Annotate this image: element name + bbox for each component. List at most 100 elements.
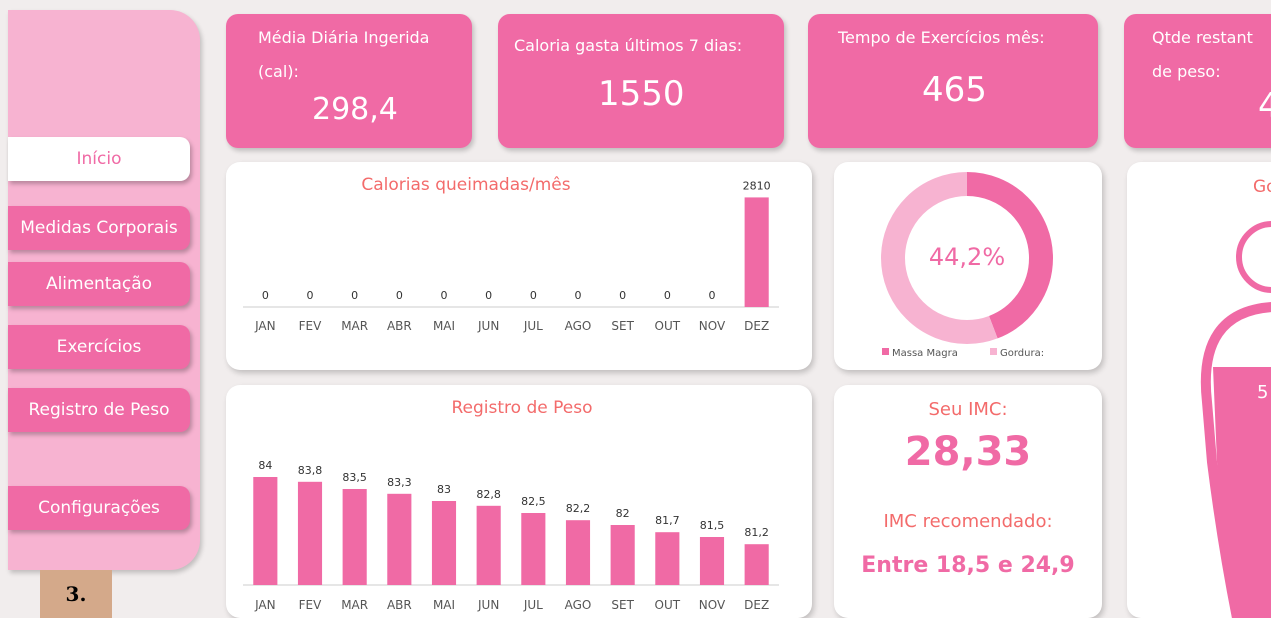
bar xyxy=(253,477,277,585)
kpi-card: Caloria gasta últimos 7 dias: 1550 xyxy=(498,14,784,148)
x-tick-label: ABR xyxy=(387,319,412,333)
legend-label: Gordura: xyxy=(1000,348,1044,359)
panel-title: Gord xyxy=(1253,177,1271,197)
bar xyxy=(745,197,769,307)
x-tick-label: DEZ xyxy=(744,319,769,333)
x-tick-label: DEZ xyxy=(744,598,769,612)
imc-recommended: Entre 18,5 e 24,9 xyxy=(834,553,1102,578)
imc-title: Seu IMC: xyxy=(834,399,1102,420)
x-tick-label: NOV xyxy=(699,319,726,333)
chart-title: Calorias queimadas/mês xyxy=(361,175,570,195)
x-tick-label: ABR xyxy=(387,598,412,612)
bar xyxy=(700,537,724,585)
x-tick-label: JUL xyxy=(523,319,543,333)
gordura-value: 5 xyxy=(1257,382,1268,403)
value-label: 0 xyxy=(664,289,671,302)
nav-button[interactable]: Início xyxy=(8,137,190,181)
x-tick-label: JAN xyxy=(254,319,276,333)
value-label: 83,3 xyxy=(387,476,412,489)
composicao-chart: 44,2% Massa Magra Gordura: xyxy=(834,162,1102,370)
peso-chart: Registro de Peso 84 JAN 83,8 FEV 83,5 MAR 83,3… xyxy=(226,385,812,618)
bar xyxy=(387,494,411,585)
kpi-label: Qtde restant xyxy=(1152,28,1253,47)
kpi-label: Caloria gasta últimos 7 dias: xyxy=(514,36,742,55)
value-label: 82,5 xyxy=(521,495,546,508)
value-label: 0 xyxy=(307,289,314,302)
bar xyxy=(298,482,322,585)
center-label: 44,2% xyxy=(929,243,1005,271)
legend-swatch xyxy=(990,348,997,355)
value-label: 82 xyxy=(616,507,630,520)
kpi-card: Média Diária Ingerida (cal): 298,4 xyxy=(226,14,472,148)
silhouette-fill xyxy=(1213,367,1271,618)
x-tick-label: JUN xyxy=(477,598,499,612)
kpi-value: 465 xyxy=(922,70,987,110)
x-tick-label: MAI xyxy=(433,598,455,612)
x-tick-label: JAN xyxy=(254,598,276,612)
nav-button[interactable]: Configurações xyxy=(8,486,190,530)
nav-button[interactable]: Exercícios xyxy=(8,325,190,369)
legend-swatch xyxy=(882,348,889,355)
value-label: 81,5 xyxy=(700,519,725,532)
kpi-value: 1550 xyxy=(598,74,685,114)
kpi-value: 298,4 xyxy=(312,92,398,127)
nav-button[interactable]: Registro de Peso xyxy=(8,388,190,432)
x-tick-label: AGO xyxy=(565,319,592,333)
legend-label: Massa Magra xyxy=(892,348,958,359)
value-label: 82,2 xyxy=(566,502,591,515)
kpi-label: de peso: xyxy=(1152,62,1221,81)
value-label: 0 xyxy=(485,289,492,302)
kpi-card: Tempo de Exercícios mês: 465 xyxy=(808,14,1098,148)
kpi-label: (cal): xyxy=(258,62,299,81)
value-label: 83,8 xyxy=(298,464,323,477)
bar xyxy=(432,501,456,585)
value-label: 0 xyxy=(709,289,716,302)
value-label: 83,5 xyxy=(342,471,367,484)
dashboard: Início Medidas Corporais Alimentação Exe… xyxy=(0,0,1271,618)
x-tick-label: OUT xyxy=(655,319,681,333)
value-label: 0 xyxy=(530,289,537,302)
kpi-label: Tempo de Exercícios mês: xyxy=(838,28,1045,47)
x-tick-label: MAI xyxy=(433,319,455,333)
x-tick-label: SET xyxy=(611,598,634,612)
x-tick-label: SET xyxy=(611,319,634,333)
x-tick-label: MAR xyxy=(341,319,368,333)
nav-button[interactable]: Alimentação xyxy=(8,262,190,306)
chart-title: Registro de Peso xyxy=(452,398,593,418)
value-label: 0 xyxy=(351,289,358,302)
value-label: 0 xyxy=(396,289,403,302)
gordura-panel: Gord 5 xyxy=(1127,162,1271,618)
value-label: 0 xyxy=(575,289,582,302)
imc-recommended-label: IMC recomendado: xyxy=(834,511,1102,532)
calorias-chart: Calorias queimadas/mês 0 JAN 0 FEV 0 MAR 0 ABR 0… xyxy=(226,162,812,370)
bar xyxy=(611,525,635,585)
value-label: 83 xyxy=(437,483,451,496)
x-tick-label: JUN xyxy=(477,319,499,333)
bar xyxy=(477,506,501,585)
x-tick-label: FEV xyxy=(299,598,322,612)
badge: 3. xyxy=(40,570,112,618)
value-label: 0 xyxy=(262,289,269,302)
x-tick-label: NOV xyxy=(699,598,726,612)
x-tick-label: OUT xyxy=(655,598,681,612)
x-tick-label: FEV xyxy=(299,319,322,333)
value-label: 0 xyxy=(441,289,448,302)
value-label: 81,2 xyxy=(744,526,769,539)
bar xyxy=(566,520,590,585)
value-label: 0 xyxy=(619,289,626,302)
kpi-card: Qtde restant de peso: 4 xyxy=(1124,14,1271,148)
value-label: 82,8 xyxy=(476,488,501,501)
imc-value: 28,33 xyxy=(834,429,1102,475)
kpi-value: 4 xyxy=(1258,86,1271,126)
x-tick-label: MAR xyxy=(341,598,368,612)
bar xyxy=(745,544,769,585)
nav-button[interactable]: Medidas Corporais xyxy=(8,206,190,250)
bar xyxy=(655,532,679,585)
x-tick-label: JUL xyxy=(523,598,543,612)
silhouette-head xyxy=(1239,224,1271,290)
kpi-label: Média Diária Ingerida xyxy=(258,28,429,47)
x-tick-label: AGO xyxy=(565,598,592,612)
value-label: 84 xyxy=(258,459,272,472)
imc-panel: Seu IMC: 28,33 IMC recomendado: Entre 18… xyxy=(834,385,1102,618)
value-label: 81,7 xyxy=(655,514,680,527)
